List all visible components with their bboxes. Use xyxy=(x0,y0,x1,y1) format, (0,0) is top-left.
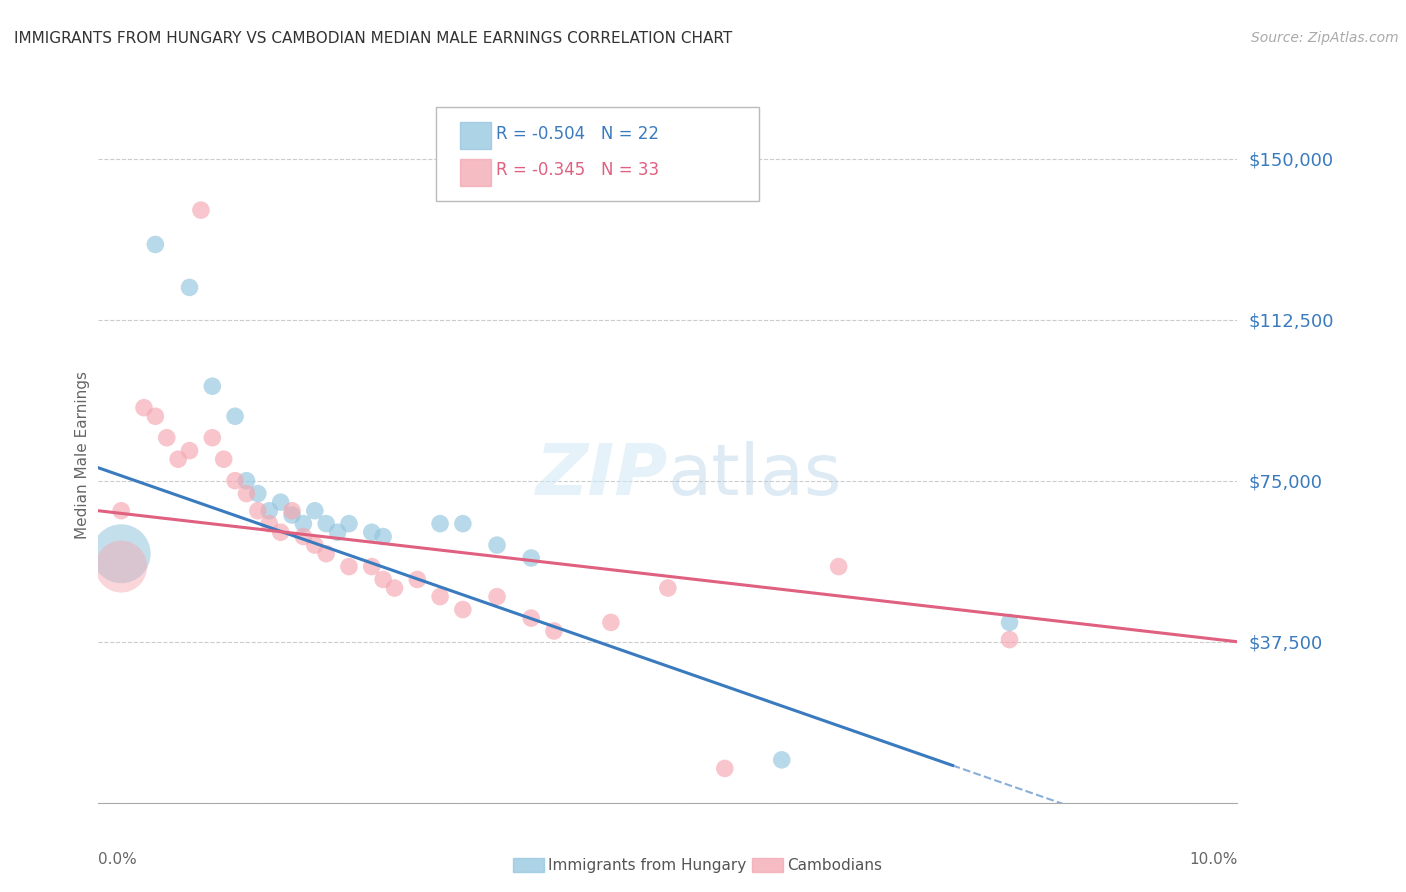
Point xyxy=(281,508,304,522)
Text: Immigrants from Hungary: Immigrants from Hungary xyxy=(548,858,747,872)
Point xyxy=(190,203,212,218)
Point xyxy=(714,761,737,775)
Point xyxy=(110,547,132,561)
Point xyxy=(224,409,246,424)
Point xyxy=(520,611,543,625)
Point xyxy=(201,379,224,393)
Point xyxy=(360,559,382,574)
Point xyxy=(145,409,167,424)
Point xyxy=(429,516,451,531)
Point xyxy=(360,525,382,540)
Point xyxy=(600,615,623,630)
Point xyxy=(281,504,304,518)
Point xyxy=(657,581,679,595)
Point xyxy=(179,443,201,458)
Point xyxy=(770,753,793,767)
Point xyxy=(201,431,224,445)
Point xyxy=(110,559,132,574)
Point xyxy=(373,573,395,587)
Text: ZIP: ZIP xyxy=(536,442,668,510)
Point xyxy=(486,538,509,552)
Point xyxy=(304,504,326,518)
Point xyxy=(246,486,269,500)
Point xyxy=(337,516,360,531)
Text: 0.0%: 0.0% xyxy=(98,852,138,866)
Text: Source: ZipAtlas.com: Source: ZipAtlas.com xyxy=(1251,31,1399,45)
Point xyxy=(520,551,543,566)
Point xyxy=(337,559,360,574)
Point xyxy=(270,525,292,540)
Point xyxy=(828,559,851,574)
Point xyxy=(259,516,281,531)
Point xyxy=(212,452,235,467)
Point xyxy=(235,474,257,488)
Point xyxy=(179,280,201,294)
Point xyxy=(259,504,281,518)
Point xyxy=(315,547,337,561)
Point xyxy=(373,529,395,543)
Point xyxy=(543,624,565,638)
Point xyxy=(451,516,474,531)
Point xyxy=(156,431,179,445)
Text: R = -0.504   N = 22: R = -0.504 N = 22 xyxy=(496,125,659,143)
Point xyxy=(486,590,509,604)
Point xyxy=(132,401,155,415)
Point xyxy=(304,538,326,552)
Y-axis label: Median Male Earnings: Median Male Earnings xyxy=(75,371,90,539)
Point xyxy=(384,581,406,595)
Point xyxy=(326,525,349,540)
Point xyxy=(451,602,474,616)
Point xyxy=(292,529,315,543)
Text: 10.0%: 10.0% xyxy=(1189,852,1237,866)
Point xyxy=(998,615,1021,630)
Point xyxy=(315,516,337,531)
Point xyxy=(145,237,167,252)
Point xyxy=(167,452,190,467)
Text: Cambodians: Cambodians xyxy=(787,858,883,872)
Text: atlas: atlas xyxy=(668,442,842,510)
Point xyxy=(998,632,1021,647)
Point xyxy=(406,573,429,587)
Text: IMMIGRANTS FROM HUNGARY VS CAMBODIAN MEDIAN MALE EARNINGS CORRELATION CHART: IMMIGRANTS FROM HUNGARY VS CAMBODIAN MED… xyxy=(14,31,733,46)
Point xyxy=(292,516,315,531)
Point xyxy=(246,504,269,518)
Point xyxy=(224,474,246,488)
Text: R = -0.345   N = 33: R = -0.345 N = 33 xyxy=(496,161,659,179)
Point xyxy=(270,495,292,509)
Point xyxy=(110,504,132,518)
Point xyxy=(235,486,257,500)
Point xyxy=(429,590,451,604)
